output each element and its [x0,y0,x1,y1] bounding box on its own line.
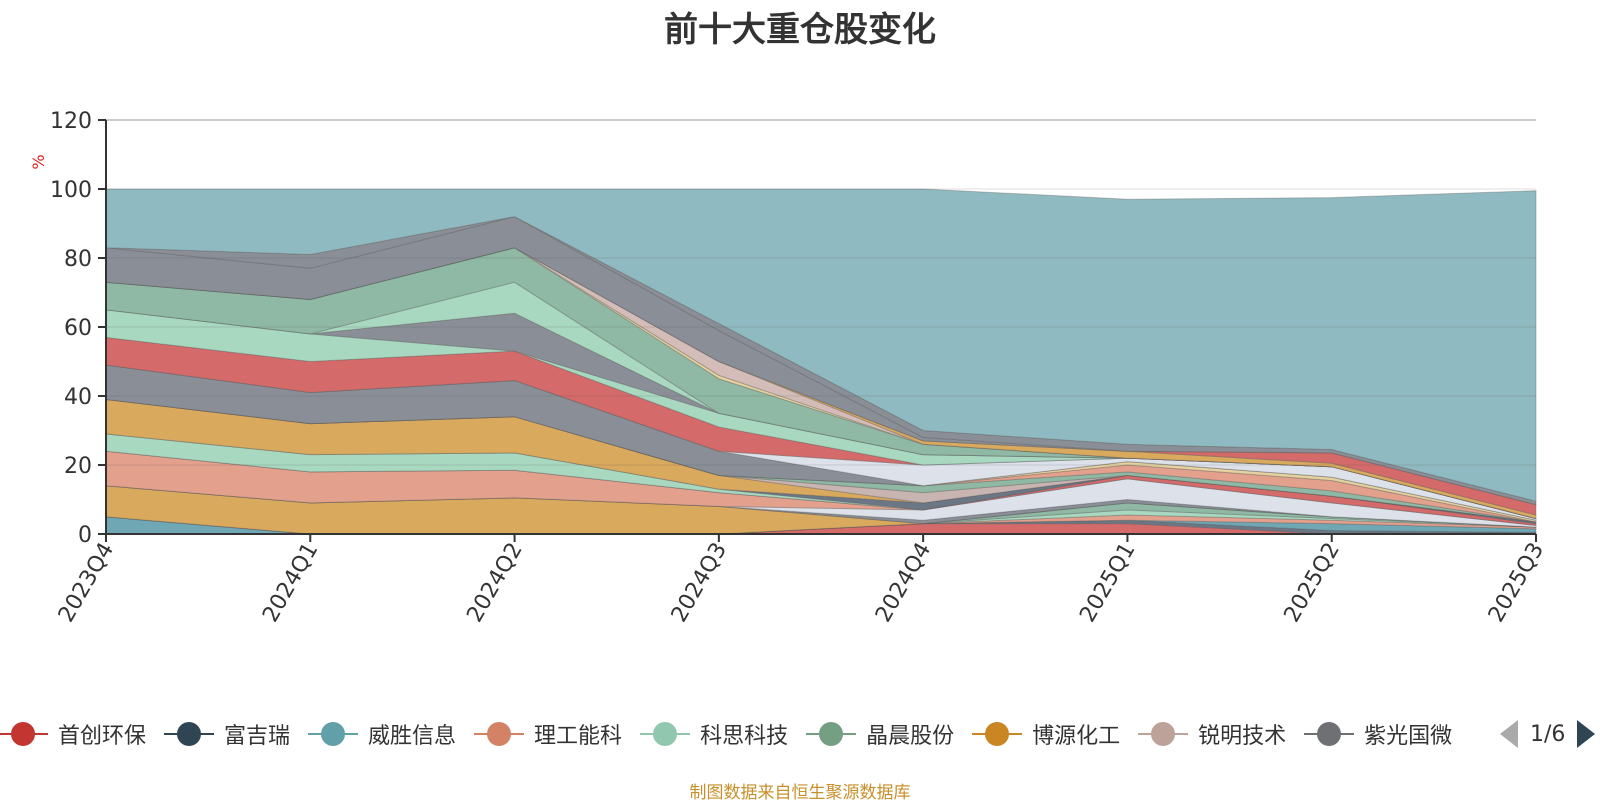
y-tick-label: 0 [78,523,92,548]
legend-label: 紫光国微 [1364,724,1453,749]
x-tick-label: 2025Q3 [1484,539,1549,627]
area-中控技术 [105,478,1537,528]
area-晶盛机电 [105,247,1537,516]
legend: 首创环保 富吉瑞 威胜信息 理工能科 科思科技 晶晨股份 博源化工 锐明技术 紫光国微 1/6 [0,716,1600,752]
legend-marker-icon [0,722,48,746]
area-series-group [105,188,1537,535]
legend-label: 理工能科 [534,724,623,749]
legend-item[interactable]: 紫光国微 [1304,716,1452,752]
legend-marker-icon [1138,722,1189,746]
legend-item[interactable]: 富吉瑞 [164,716,290,752]
legend-label: 富吉瑞 [224,724,291,749]
source-note: 制图数据来自恒生聚源数据库 [689,783,911,803]
legend-page-indicator: 1/6 [1530,721,1566,747]
stacked-area-chart: 0 20 40 60 80 100 120 2023Q4 2024Q1 2024Q2 2024Q3 2… [29,109,1549,627]
grid-lines [106,119,1536,466]
legend-item[interactable]: 威胜信息 [308,716,456,752]
legend-marker-icon [1304,722,1355,746]
legend-label: 威胜信息 [368,724,457,749]
y-tick-label: 60 [64,316,92,341]
x-tick-label: 2024Q1 [258,539,323,627]
legend-item[interactable]: 锐明技术 [1138,716,1286,752]
y-tick-label: 100 [50,178,92,203]
area-安集科技 [105,247,1537,520]
legend-marker-icon [308,722,359,746]
legend-marker-icon [164,722,215,746]
x-tick-label: 2024Q3 [667,539,732,627]
legend-label: 锐明技术 [1198,724,1287,749]
legend-marker-icon [474,722,525,746]
legend-next-icon[interactable] [1577,720,1596,748]
x-tick-label: 2025Q2 [1280,539,1345,627]
legend-items: 首创环保 富吉瑞 威胜信息 理工能科 科思科技 晶晨股份 博源化工 锐明技术 紫光国微 [0,716,1482,752]
legend-pager: 1/6 [1500,716,1596,752]
legend-item[interactable]: 科思科技 [640,716,788,752]
y-tick-label: 20 [64,454,92,479]
legend-prev-icon[interactable] [1500,720,1518,748]
legend-item[interactable]: 晶晨股份 [806,716,954,752]
legend-marker-icon [640,722,691,746]
x-tick-label: 2025Q1 [1075,539,1140,627]
legend-item[interactable]: 首创环保 [0,716,146,752]
y-axis-label: % [29,154,48,169]
legend-item[interactable]: 理工能科 [474,716,622,752]
legend-item[interactable]: 博源化工 [972,716,1120,752]
y-tick-label: 120 [50,109,92,134]
chart-title: 前十大重仓股变化 [664,10,936,50]
legend-label: 晶晨股份 [866,724,955,749]
legend-label: 科思科技 [700,724,789,749]
x-tick-label: 2024Q4 [871,539,936,627]
legend-marker-icon [806,722,857,746]
y-tick-label: 40 [64,385,92,410]
legend-label: 首创环保 [58,724,147,749]
y-tick-label: 80 [64,247,92,272]
area-其他 [105,188,1537,502]
x-tick-label: 2024Q2 [462,539,527,627]
legend-marker-icon [972,722,1023,746]
x-tick-label: 2023Q4 [54,539,119,627]
legend-label: 博源化工 [1032,724,1121,749]
